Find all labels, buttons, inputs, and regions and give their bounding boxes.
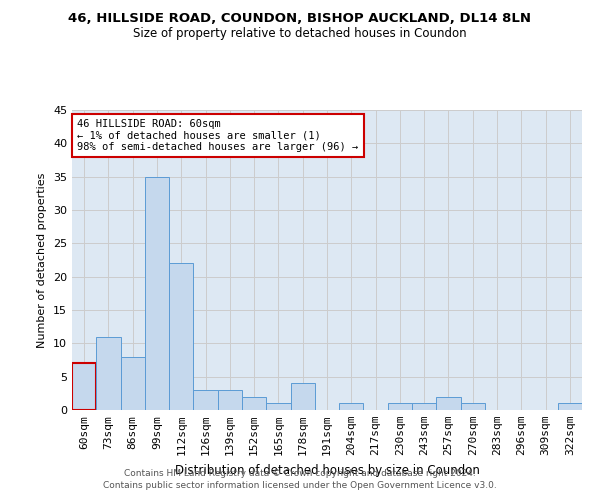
Text: 46, HILLSIDE ROAD, COUNDON, BISHOP AUCKLAND, DL14 8LN: 46, HILLSIDE ROAD, COUNDON, BISHOP AUCKL… bbox=[68, 12, 532, 26]
Bar bbox=[193, 390, 218, 410]
Bar bbox=[339, 404, 364, 410]
Bar bbox=[72, 364, 96, 410]
Bar bbox=[266, 404, 290, 410]
Bar bbox=[290, 384, 315, 410]
Bar bbox=[461, 404, 485, 410]
Bar bbox=[558, 404, 582, 410]
Text: Contains public sector information licensed under the Open Government Licence v3: Contains public sector information licen… bbox=[103, 481, 497, 490]
Y-axis label: Number of detached properties: Number of detached properties bbox=[37, 172, 47, 348]
Bar bbox=[242, 396, 266, 410]
Bar bbox=[169, 264, 193, 410]
Bar bbox=[96, 336, 121, 410]
Bar bbox=[218, 390, 242, 410]
Text: Size of property relative to detached houses in Coundon: Size of property relative to detached ho… bbox=[133, 28, 467, 40]
Bar bbox=[436, 396, 461, 410]
Bar bbox=[145, 176, 169, 410]
Bar bbox=[121, 356, 145, 410]
X-axis label: Distribution of detached houses by size in Coundon: Distribution of detached houses by size … bbox=[175, 464, 479, 476]
Text: 46 HILLSIDE ROAD: 60sqm
← 1% of detached houses are smaller (1)
98% of semi-deta: 46 HILLSIDE ROAD: 60sqm ← 1% of detached… bbox=[77, 119, 358, 152]
Bar bbox=[412, 404, 436, 410]
Bar bbox=[388, 404, 412, 410]
Text: Contains HM Land Registry data © Crown copyright and database right 2024.: Contains HM Land Registry data © Crown c… bbox=[124, 468, 476, 477]
